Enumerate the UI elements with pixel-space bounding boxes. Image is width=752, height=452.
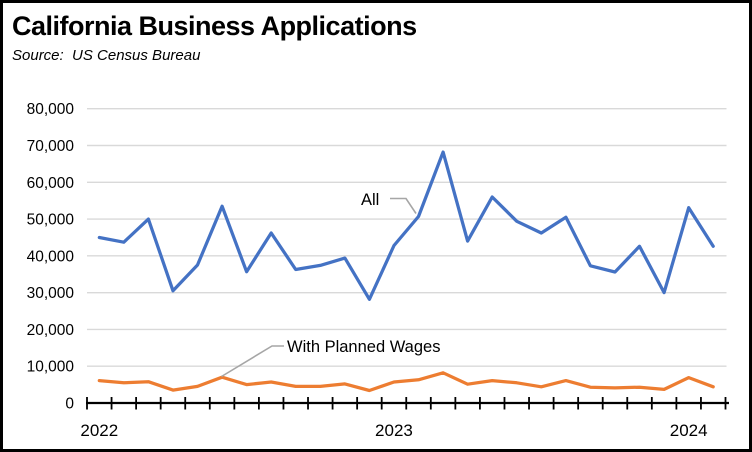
y-axis-label: 60,000 [27, 175, 75, 192]
y-axis-label: 70,000 [27, 138, 75, 155]
series-label-with-planned-wages: With Planned Wages [287, 338, 440, 356]
chart-source-note: Source: US Census Bureau [12, 47, 201, 64]
chart-title: California Business Applications [12, 11, 417, 41]
x-axis-year-label: 2023 [375, 421, 413, 440]
x-axis-year-label: 2024 [670, 421, 708, 440]
y-axis-label: 30,000 [27, 285, 75, 302]
y-axis-label: 40,000 [27, 248, 75, 265]
y-axis-label: 50,000 [27, 212, 75, 229]
label-leader-line [390, 197, 417, 214]
y-axis-label: 10,000 [27, 359, 75, 376]
series-label-all: All [361, 191, 379, 209]
y-axis-label: 0 [65, 396, 74, 413]
label-leader-line [221, 345, 284, 378]
y-axis-label: 20,000 [27, 322, 75, 339]
all-series-line [97, 150, 715, 301]
line-chart: 0 10,000 20,000 30,000 40,000 50,000 60,000 70,… [27, 101, 729, 440]
x-axis-year-label: 2022 [80, 421, 118, 440]
y-axis-label: 80,000 [27, 101, 75, 118]
with-planned-wages-series-line [97, 371, 715, 393]
